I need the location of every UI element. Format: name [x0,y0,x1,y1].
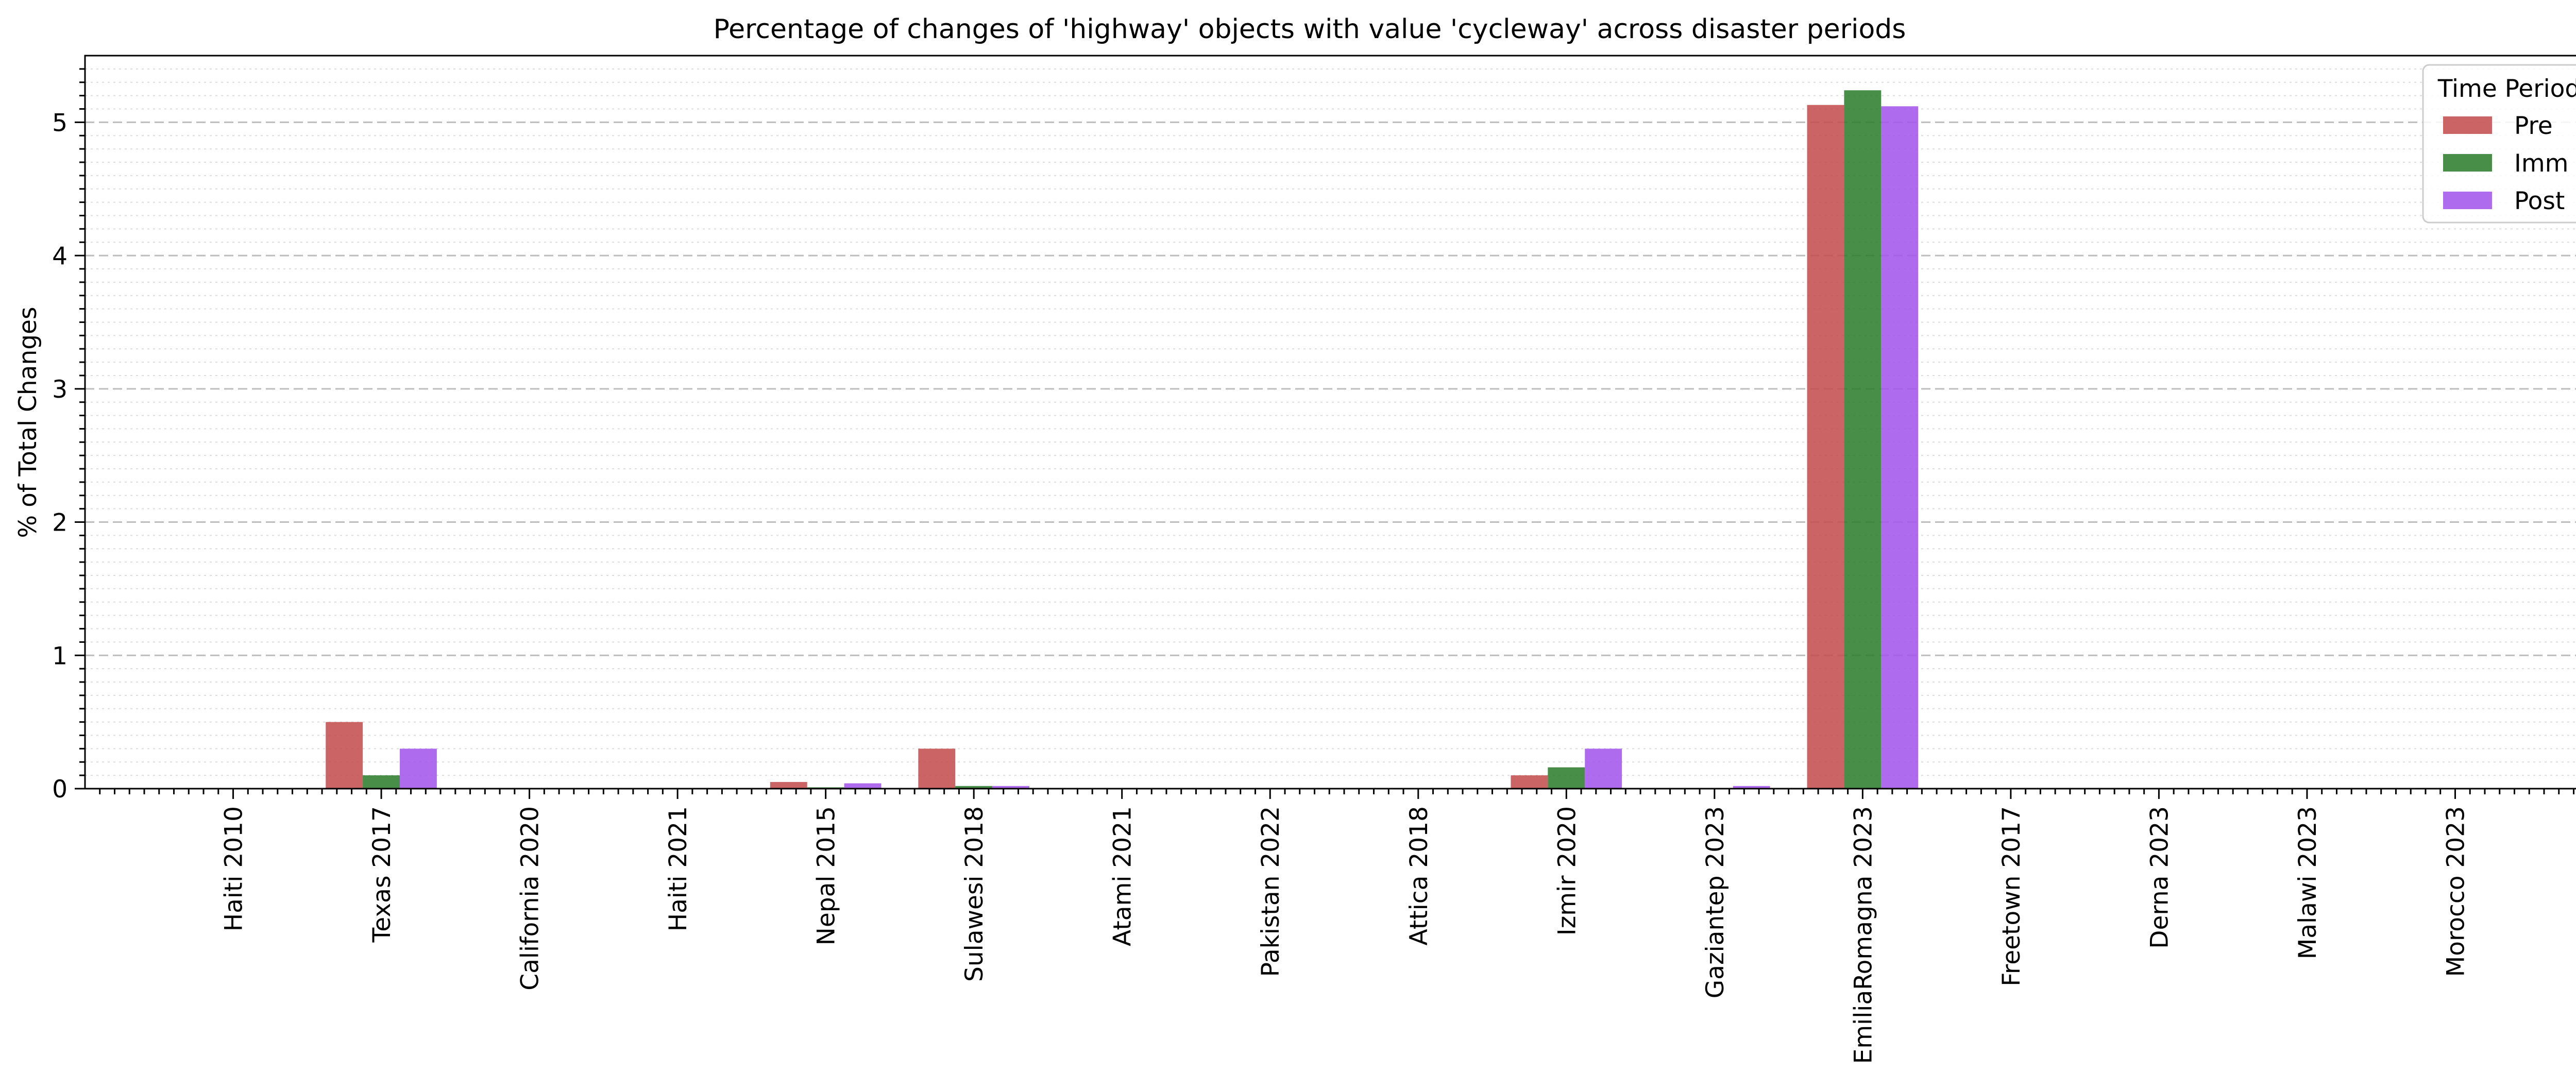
x-tick-label: Attica 2018 [1405,806,1433,945]
x-tick-label: EmiliaRomagna 2023 [1849,806,1877,1064]
bar [844,783,882,789]
chart-title: Percentage of changes of 'highway' objec… [714,14,1906,45]
y-tick-label: 0 [52,775,67,804]
x-tick-label: Derna 2023 [2145,806,2174,949]
bar [1585,748,1622,789]
bar [770,782,807,789]
bar [400,748,437,789]
bar [1807,105,1844,789]
grid-lines [85,68,2576,776]
legend-label: Pre [2514,112,2553,140]
x-tick-label: Malawi 2023 [2294,806,2322,959]
bars [326,90,1919,789]
x-tick-label: Gaziantep 2023 [1701,806,1730,998]
x-tick-label: Atami 2021 [1109,806,1137,946]
legend-label: Post [2514,187,2565,215]
legend-title: Time Period [2437,75,2576,103]
legend-label: Imm [2514,149,2568,178]
bar [1511,775,1548,789]
bar [1844,90,1882,789]
bar [1881,106,1919,789]
bar [363,775,400,789]
legend-swatch [2443,116,2492,134]
x-tick-label: Pakistan 2022 [1257,806,1285,977]
bar [326,722,363,789]
bar [955,786,993,789]
bar [918,748,956,789]
x-axis-ticks: Haiti 2010 Texas 2017 California 2020 Haiti… [99,789,2574,1064]
legend-swatch [2443,192,2492,209]
y-tick-label: 5 [52,109,67,137]
bar [1548,767,1585,789]
legend-box [2422,64,2576,224]
x-tick-label: Morocco 2023 [2442,806,2470,977]
x-tick-label: Izmir 2020 [1553,806,1581,935]
x-tick-label: California 2020 [516,806,545,991]
y-tick-label: 3 [52,376,67,404]
x-tick-label: Haiti 2021 [664,806,692,931]
x-tick-label: Haiti 2010 [220,806,248,931]
legend: Time Period Pre Imm Post [2422,64,2576,224]
y-axis-ticks: 0 1 2 3 4 5 [52,68,85,804]
y-tick-label: 4 [52,242,67,270]
x-tick-label: Texas 2017 [368,806,396,943]
legend-swatch [2443,154,2492,172]
x-tick-label: Freetown 2017 [1997,806,2026,986]
bar [1733,786,1770,789]
y-tick-label: 2 [52,509,67,537]
x-tick-label: Nepal 2015 [812,806,841,945]
y-tick-label: 1 [52,642,67,670]
y-axis-label: % of Total Changes [14,307,42,538]
bar [992,786,1029,789]
x-tick-label: Sulawesi 2018 [960,806,989,982]
